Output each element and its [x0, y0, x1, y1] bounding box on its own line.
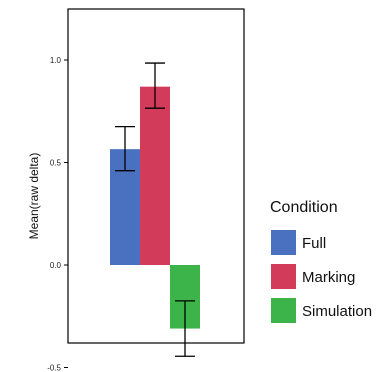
- legend-swatch-simulation: [271, 298, 296, 323]
- bars: [110, 86, 200, 329]
- error-bar-marking: [145, 62, 165, 109]
- bar-marking: [140, 86, 170, 266]
- legend-label-simulation: Simulation: [302, 303, 372, 320]
- y-tick-label: -0.5: [47, 364, 61, 372]
- y-tick-label: 0.0: [50, 261, 62, 270]
- y-tick-label: 1.0: [50, 56, 62, 65]
- legend-swatch-full: [271, 230, 296, 255]
- error-bar-simulation: [175, 300, 195, 357]
- legend-title: Condition: [270, 199, 338, 216]
- legend: Condition Full Marking Simulation: [270, 199, 372, 323]
- y-tick-label: 0.5: [50, 159, 62, 168]
- error-bars: [115, 62, 195, 357]
- legend-swatch-marking: [271, 264, 296, 289]
- legend-label-full: Full: [302, 235, 326, 252]
- legend-label-marking: Marking: [302, 269, 355, 286]
- error-bar-full: [115, 125, 135, 172]
- y-axis: 1.0 0.5 0.0 -0.5: [47, 56, 68, 372]
- y-axis-label: Mean(raw delta): [27, 153, 41, 240]
- plot-frame: [67, 8, 245, 344]
